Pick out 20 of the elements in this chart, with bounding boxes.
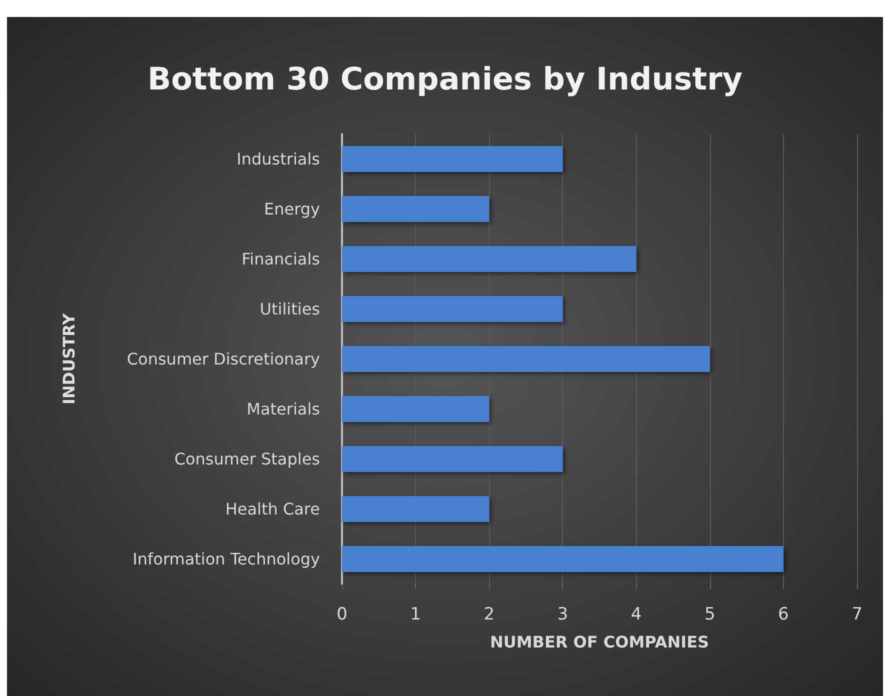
x-tick-label: 4 <box>630 604 642 624</box>
x-tick-label: 0 <box>336 604 348 624</box>
y-tick-label: Materials <box>246 400 320 418</box>
y-tick-label: Consumer Discretionary <box>126 350 320 368</box>
y-tick-label: Information Technology <box>132 550 320 568</box>
y-tick-label: Energy <box>264 200 320 218</box>
y-axis-title: INDUSTRY <box>60 313 78 405</box>
y-tick-label: Industrials <box>236 150 320 168</box>
x-tick-label: 3 <box>557 604 568 624</box>
x-tick-label: 6 <box>778 604 789 624</box>
chart-title: Bottom 30 Companies by Industry <box>147 62 743 98</box>
x-tick-label: 5 <box>704 604 716 624</box>
y-tick-label: Health Care <box>225 500 320 518</box>
x-tick-label: 7 <box>852 604 862 624</box>
y-tick-label: Financials <box>242 250 320 268</box>
y-tick-label: Consumer Staples <box>174 450 320 468</box>
x-tick-label: 2 <box>484 604 495 624</box>
x-tick-label: 1 <box>410 604 421 624</box>
x-axis-title: NUMBER OF COMPANIES <box>490 632 710 652</box>
y-tick-label: Utilities <box>260 300 320 318</box>
